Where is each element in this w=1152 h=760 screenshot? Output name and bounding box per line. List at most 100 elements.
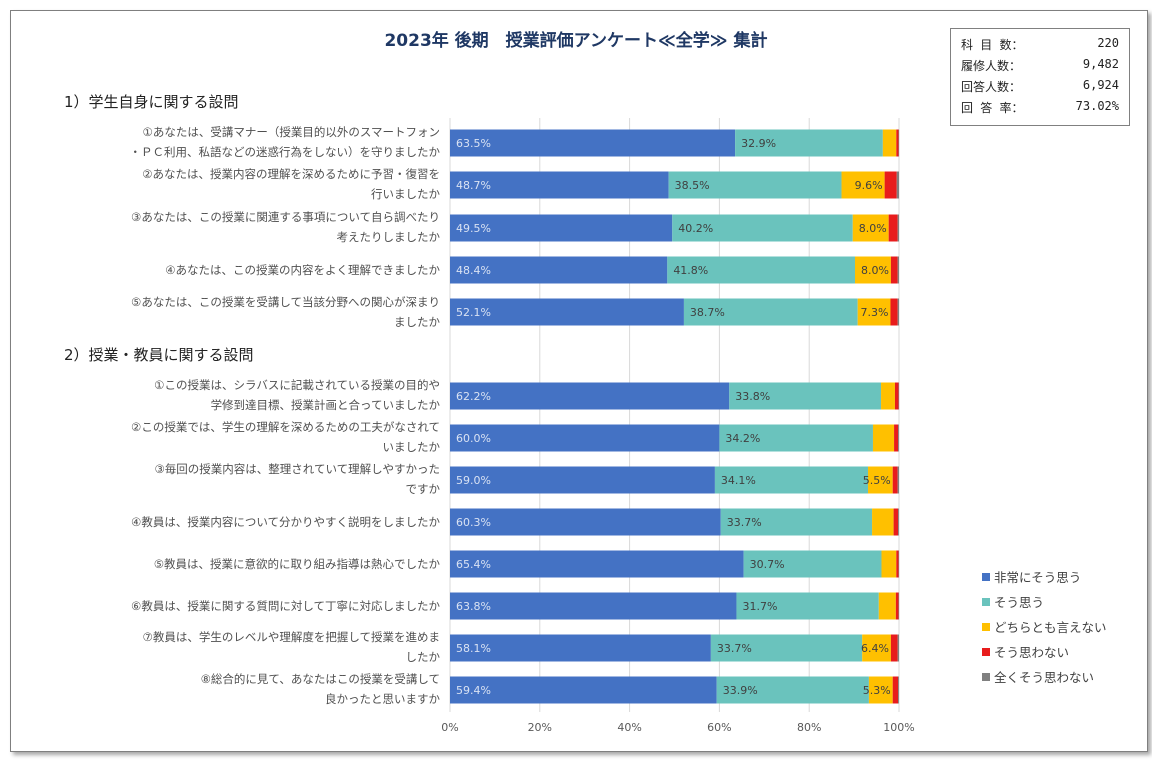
bar-segment — [897, 634, 899, 662]
question-label: ⑦教員は、学生のレベルや理解度を把握して授業を進めま したか — [142, 630, 440, 664]
data-label: 33.7% — [717, 642, 752, 655]
bar-segment — [862, 634, 891, 662]
bar-segment — [668, 171, 842, 199]
bar-segment — [683, 298, 858, 326]
question-label: ⑧総合的に見て、あなたはこの授業を受講して 良かったと思いますか — [200, 672, 440, 706]
bar-segment — [868, 466, 893, 494]
bar-segment — [450, 382, 730, 410]
data-label: 60.3% — [456, 516, 491, 529]
legend-label: そう思う — [994, 595, 1045, 610]
data-label: 33.8% — [735, 390, 770, 403]
question-label: ④あなたは、この授業の内容をよく理解できましたか — [165, 263, 440, 277]
data-label: 49.5% — [456, 222, 491, 235]
bar-segment — [735, 129, 883, 157]
question-label: ⑤あなたは、この授業を受講して当該分野への関心が深まり ましたか — [131, 295, 440, 329]
question-label: ③あなたは、この授業に関連する事項について自ら調べたり 考えたりしましたか — [131, 210, 440, 244]
legend-item-strongly-agree: 非常にそう思う — [982, 567, 1081, 585]
data-label: 8.0% — [859, 222, 887, 235]
bar-segment — [450, 129, 736, 157]
bar-segment — [450, 592, 737, 620]
data-label: 9.6% — [855, 179, 883, 192]
question-label: ①この授業は、シラバスに記載されている授業の目的や 学修到達目標、授業計画と合っ… — [154, 378, 440, 412]
bar-segment — [896, 129, 899, 157]
x-tick-label: 0% — [441, 721, 458, 734]
bar-segment — [892, 676, 899, 704]
data-label: 34.1% — [721, 474, 756, 487]
data-label: 52.1% — [456, 306, 491, 319]
data-label: 34.2% — [725, 432, 760, 445]
bar-segment — [897, 256, 899, 284]
bar-segment — [714, 466, 869, 494]
data-label: 8.0% — [861, 264, 889, 277]
bar-segment — [898, 508, 899, 536]
bar-segment — [720, 508, 873, 536]
bar-segment — [890, 256, 898, 284]
bar-segment — [872, 508, 894, 536]
legend-item-agree: そう思う — [982, 592, 1044, 610]
data-label: 58.1% — [456, 642, 491, 655]
bar-segment — [672, 214, 853, 242]
bar-segment — [450, 550, 744, 578]
bar-segment — [898, 676, 899, 704]
bar-segment — [878, 592, 896, 620]
legend-swatch — [982, 573, 990, 581]
bar-segment — [450, 676, 717, 704]
data-label: 48.4% — [456, 264, 491, 277]
stat-respondents: 回答人数： 6,924 — [961, 78, 1119, 95]
bar-segment — [868, 676, 893, 704]
bar-segment — [881, 550, 897, 578]
bar-segment — [882, 129, 897, 157]
data-label: 41.8% — [673, 264, 708, 277]
data-label: 65.4% — [456, 558, 491, 571]
question-label: ②この授業では、学生の理解を深めるための工夫がなされて いましたか — [131, 420, 440, 454]
bar-segment — [857, 298, 891, 326]
legend-label: 非常にそう思う — [994, 570, 1082, 585]
legend-label: 全くそう思わない — [994, 670, 1095, 685]
data-label: 6.4% — [861, 642, 889, 655]
data-label: 40.2% — [678, 222, 713, 235]
bar-segment — [716, 676, 869, 704]
data-label: 38.7% — [690, 306, 725, 319]
bar-segment — [894, 424, 899, 452]
bar-segment — [898, 382, 900, 410]
stat-label: 科 目 数： — [961, 38, 1024, 52]
bar-segment — [852, 214, 889, 242]
legend-swatch — [982, 623, 990, 631]
bar-segment — [450, 508, 721, 536]
x-tick-label: 40% — [617, 721, 641, 734]
data-label: 38.5% — [675, 179, 710, 192]
legend-swatch — [982, 673, 990, 681]
bar-segment — [729, 382, 882, 410]
data-label: 59.4% — [456, 684, 491, 697]
legend-item-disagree: そう思わない — [982, 642, 1069, 660]
bar-segment — [898, 592, 900, 620]
bar-segment — [894, 382, 899, 410]
bar-segment — [719, 424, 873, 452]
question-label: ③毎回の授業内容は、整理されていて理解しやすかった ですか — [154, 462, 440, 496]
data-label: 63.8% — [456, 600, 491, 613]
section-heading-student: 1）学生自身に関する設問 — [64, 93, 239, 111]
bar-segment — [895, 592, 899, 620]
stat-label: 履修人数： — [961, 59, 1022, 73]
bar-segment — [890, 298, 898, 326]
legend-swatch — [982, 598, 990, 606]
bar-segment — [736, 592, 879, 620]
bar-segment — [450, 171, 669, 199]
question-label: ④教員は、授業内容について分かりやすく説明をしましたか — [131, 515, 440, 529]
bar-segment — [881, 382, 895, 410]
x-tick-label: 80% — [797, 721, 821, 734]
data-label: 48.7% — [456, 179, 491, 192]
stat-subjects: 科 目 数： 220 — [961, 36, 1119, 53]
bar-segment — [743, 550, 882, 578]
legend-label: そう思わない — [994, 645, 1070, 660]
bar-segment — [450, 214, 673, 242]
data-label: 33.9% — [723, 684, 758, 697]
stat-response-rate: 回 答 率： 73.02% — [961, 99, 1119, 116]
data-label: 31.7% — [742, 600, 777, 613]
data-label: 63.5% — [456, 137, 491, 150]
bar-segment — [898, 129, 900, 157]
data-label: 33.7% — [727, 516, 762, 529]
bar-segment — [888, 214, 898, 242]
bar-segment — [890, 634, 898, 662]
